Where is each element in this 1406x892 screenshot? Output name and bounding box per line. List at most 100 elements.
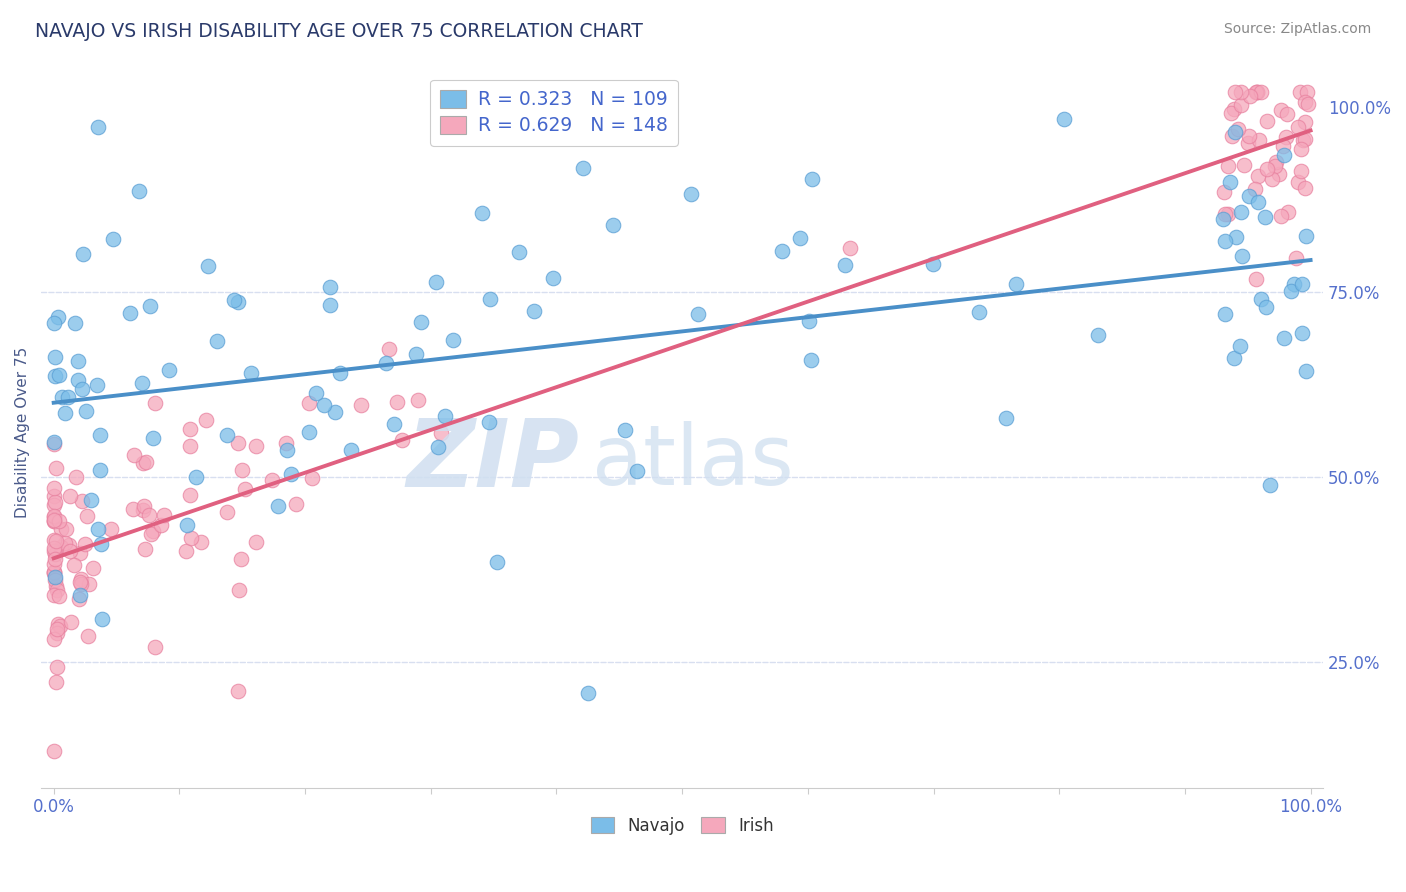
Point [1250, 292, 1272, 306]
Point [1246, 85, 1268, 99]
Point [65, 469, 87, 483]
Point [838, 241, 860, 255]
Point [44, 547, 66, 561]
Point [132, 503, 155, 517]
Point [90, 611, 112, 625]
Point [157, 363, 180, 377]
Point [233, 482, 256, 496]
Point [1230, 205, 1253, 219]
Point [350, 398, 373, 412]
Point [1264, 159, 1286, 173]
Point [276, 436, 298, 450]
Point [319, 279, 342, 293]
Point [228, 435, 250, 450]
Point [77, 577, 100, 591]
Point [1239, 89, 1261, 103]
Point [800, 353, 823, 368]
Point [135, 455, 157, 469]
Point [1225, 230, 1247, 244]
Y-axis label: Disability Age Over 75: Disability Age Over 75 [15, 347, 30, 518]
Point [101, 232, 124, 246]
Point [426, 440, 449, 454]
Point [229, 552, 252, 566]
Text: ZIP: ZIP [406, 415, 579, 507]
Point [298, 396, 321, 410]
Point [48, 514, 70, 528]
Point [1256, 114, 1278, 128]
Point [301, 470, 323, 484]
Point [42, 566, 65, 580]
Point [70, 572, 93, 586]
Point [262, 474, 284, 488]
Text: Source: ZipAtlas.com: Source: ZipAtlas.com [1223, 22, 1371, 37]
Point [45, 461, 67, 475]
Point [142, 524, 165, 539]
Point [1218, 159, 1240, 173]
Point [67, 591, 90, 606]
Point [1229, 339, 1251, 353]
Point [180, 531, 202, 545]
Point [1225, 125, 1247, 139]
Point [176, 518, 198, 533]
Point [298, 425, 321, 439]
Point [42, 632, 65, 646]
Point [340, 443, 363, 458]
Point [245, 535, 267, 549]
Point [1286, 175, 1309, 189]
Point [922, 257, 945, 271]
Point [42, 510, 65, 524]
Point [1216, 207, 1239, 221]
Point [70, 577, 93, 591]
Point [138, 508, 160, 523]
Point [1294, 115, 1316, 129]
Point [1212, 211, 1234, 226]
Point [406, 393, 429, 408]
Point [1247, 194, 1270, 209]
Legend: Navajo, Irish: Navajo, Irish [582, 809, 782, 844]
Point [139, 299, 162, 313]
Point [134, 542, 156, 557]
Point [55, 522, 77, 536]
Point [45, 534, 67, 549]
Point [53, 407, 76, 421]
Point [69, 575, 91, 590]
Point [143, 396, 166, 410]
Point [51, 540, 73, 554]
Point [478, 292, 501, 306]
Point [56, 390, 79, 404]
Point [486, 555, 509, 569]
Point [75, 537, 97, 551]
Point [1285, 252, 1308, 266]
Point [1236, 136, 1258, 150]
Point [602, 219, 624, 233]
Point [87, 120, 110, 135]
Point [571, 161, 593, 175]
Point [323, 405, 346, 419]
Point [75, 404, 97, 418]
Point [42, 744, 65, 758]
Point [280, 467, 302, 481]
Point [44, 508, 66, 523]
Point [285, 497, 308, 511]
Point [82, 561, 104, 575]
Point [1212, 185, 1234, 199]
Point [46, 310, 69, 324]
Point [1265, 155, 1288, 169]
Text: NAVAJO VS IRISH DISABILITY AGE OVER 75 CORRELATION CHART: NAVAJO VS IRISH DISABILITY AGE OVER 75 C… [35, 22, 643, 41]
Point [87, 521, 110, 535]
Point [378, 343, 401, 357]
Point [42, 437, 65, 451]
Point [207, 334, 229, 348]
Point [42, 514, 65, 528]
Point [42, 499, 65, 513]
Point [184, 470, 207, 484]
Point [801, 172, 824, 186]
Point [1274, 148, 1296, 162]
Point [523, 304, 546, 318]
Point [45, 660, 67, 674]
Point [1219, 175, 1241, 189]
Point [80, 492, 103, 507]
Point [1272, 331, 1295, 345]
Point [405, 346, 427, 360]
Point [58, 538, 80, 552]
